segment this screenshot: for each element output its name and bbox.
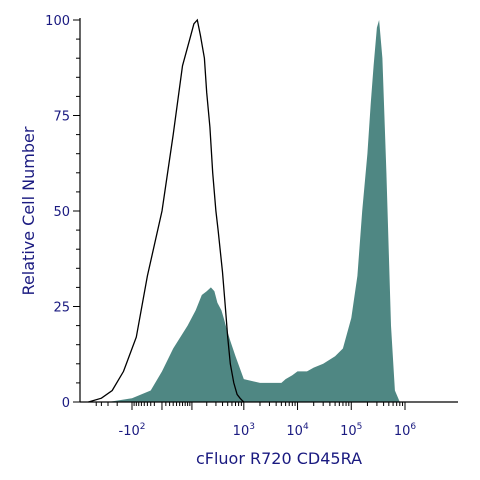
y-tick-label: 75 xyxy=(53,110,70,125)
x-tick-label: 105 xyxy=(340,422,362,439)
series-outline-histogram xyxy=(88,18,245,403)
x-tick-label: -102 xyxy=(119,422,146,439)
y-tick-label: 0 xyxy=(62,396,70,411)
y-axis-title: Relative Cell Number xyxy=(19,126,38,295)
y-tick-label: 100 xyxy=(45,14,70,29)
x-ticks: -102 103 104 105 106 xyxy=(95,402,417,439)
x-axis-title: cFluor R720 CD45RA xyxy=(196,449,362,468)
axes: 0 25 50 75 100 -102 103 104 105 106 xyxy=(45,14,458,439)
y-ticks: 0 25 50 75 100 xyxy=(45,14,80,411)
y-tick-label: 50 xyxy=(53,205,70,220)
x-tick-label: 103 xyxy=(233,422,255,439)
x-tick-label: 104 xyxy=(286,422,309,439)
x-tick-label: 106 xyxy=(394,422,417,439)
plot-area xyxy=(88,18,400,403)
series-filled-histogram xyxy=(108,20,400,402)
y-tick-label: 25 xyxy=(53,301,70,316)
